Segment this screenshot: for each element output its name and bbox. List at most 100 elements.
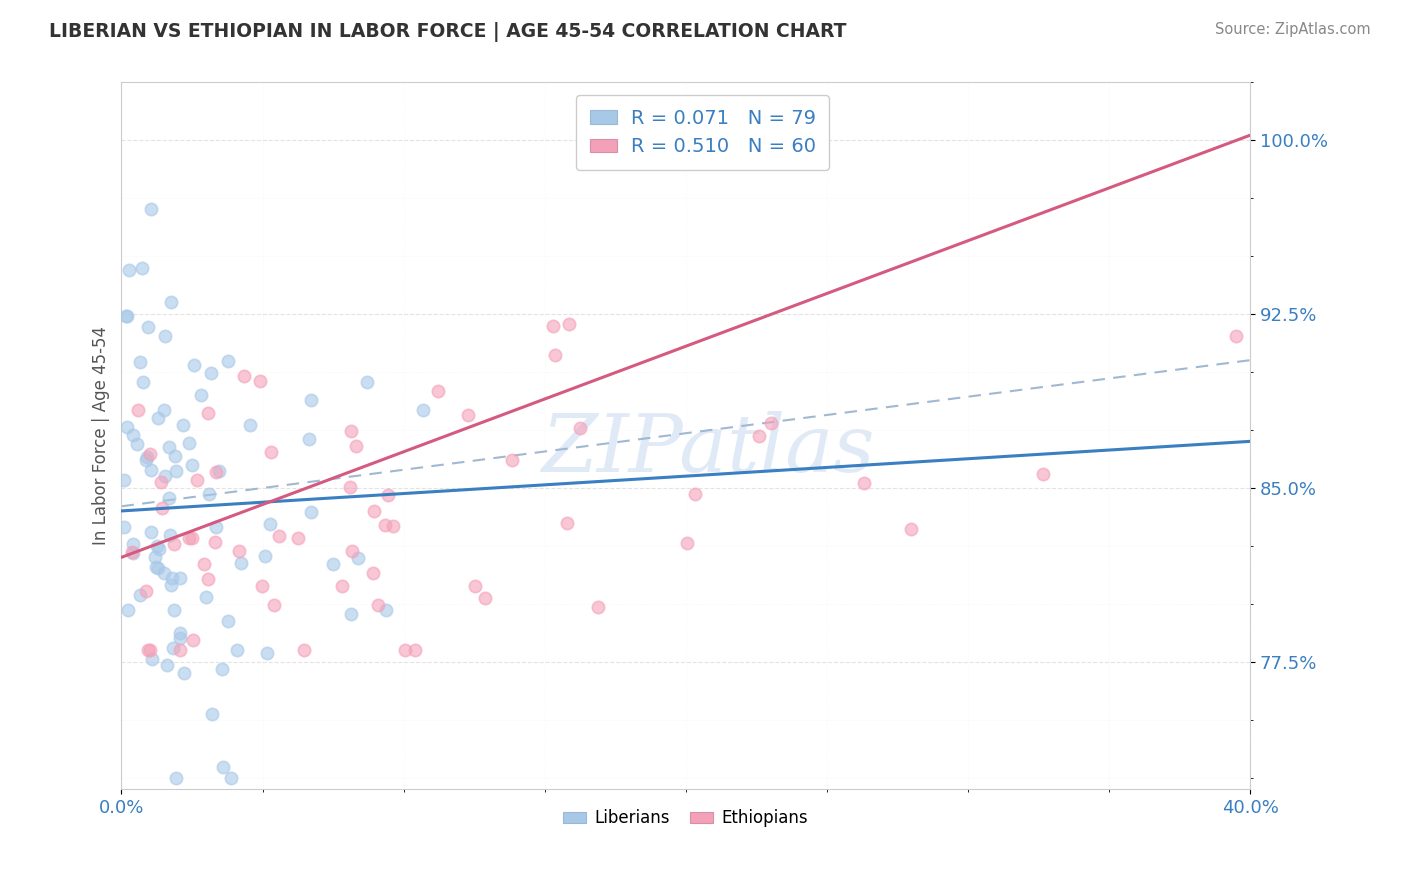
Point: [232, 368, 254, 383]
Point: [239, 418, 262, 433]
Point: [150, 475, 173, 489]
Point: [180, 532, 202, 546]
Point: [146, 539, 169, 553]
Point: [165, 464, 187, 478]
Point: [347, 551, 370, 566]
Point: [160, 571, 183, 585]
Point: [138, 643, 160, 657]
Point: [155, 329, 177, 343]
Point: [141, 651, 163, 665]
Point: [226, 643, 249, 657]
Point: [204, 534, 226, 549]
Point: [197, 486, 219, 500]
Point: [361, 566, 384, 580]
Point: [900, 522, 922, 536]
Point: [250, 578, 273, 592]
Point: [541, 318, 564, 333]
Point: [200, 366, 222, 380]
Point: [122, 546, 145, 560]
Point: [157, 440, 180, 454]
Point: [197, 572, 219, 586]
Point: [145, 560, 167, 574]
Point: [501, 452, 523, 467]
Point: [557, 516, 579, 530]
Point: [259, 516, 281, 531]
Point: [114, 310, 136, 324]
Point: [219, 771, 242, 785]
Point: [186, 473, 208, 487]
Point: [377, 488, 399, 502]
Point: [322, 557, 344, 571]
Point: [464, 579, 486, 593]
Point: [112, 473, 135, 487]
Point: [852, 475, 875, 490]
Point: [761, 416, 783, 430]
Point: [129, 588, 152, 602]
Point: [169, 632, 191, 646]
Point: [297, 432, 319, 446]
Point: [148, 542, 170, 557]
Point: [363, 504, 385, 518]
Point: [330, 579, 353, 593]
Point: [263, 598, 285, 612]
Point: [163, 537, 186, 551]
Point: [136, 643, 159, 657]
Point: [159, 528, 181, 542]
Point: [148, 410, 170, 425]
Point: [177, 532, 200, 546]
Point: [152, 403, 174, 417]
Point: [205, 466, 228, 480]
Point: [375, 603, 398, 617]
Point: [160, 578, 183, 592]
Point: [339, 607, 361, 621]
Point: [217, 614, 239, 628]
Point: [412, 403, 434, 417]
Point: [1032, 467, 1054, 482]
Point: [267, 528, 290, 542]
Point: [426, 384, 449, 398]
Point: [156, 658, 179, 673]
Point: [163, 603, 186, 617]
Point: [212, 760, 235, 774]
Y-axis label: In Labor Force | Age 45-54: In Labor Force | Age 45-54: [93, 326, 110, 545]
Point: [169, 626, 191, 640]
Point: [190, 388, 212, 402]
Point: [181, 633, 204, 648]
Point: [115, 420, 138, 434]
Point: [143, 550, 166, 565]
Point: [381, 519, 404, 533]
Point: [121, 427, 143, 442]
Point: [153, 469, 176, 483]
Point: [1225, 329, 1247, 343]
Point: [162, 640, 184, 655]
Point: [394, 643, 416, 657]
Point: [197, 405, 219, 419]
Point: [287, 531, 309, 545]
Point: [195, 590, 218, 604]
Point: [474, 591, 496, 606]
Point: [157, 491, 180, 506]
Text: ZIPatlas: ZIPatlas: [541, 411, 875, 489]
Point: [169, 571, 191, 585]
Point: [117, 603, 139, 617]
Point: [177, 436, 200, 450]
Point: [128, 355, 150, 369]
Legend: Liberians, Ethiopians: Liberians, Ethiopians: [557, 803, 815, 834]
Point: [183, 358, 205, 372]
Point: [249, 375, 271, 389]
Point: [127, 403, 149, 417]
Point: [139, 525, 162, 540]
Point: [339, 480, 361, 494]
Point: [127, 437, 149, 451]
Point: [292, 643, 315, 657]
Point: [344, 439, 367, 453]
Point: [169, 643, 191, 657]
Point: [152, 566, 174, 580]
Point: [340, 544, 363, 558]
Point: [557, 318, 579, 332]
Point: [118, 262, 141, 277]
Point: [208, 465, 231, 479]
Point: [159, 295, 181, 310]
Point: [299, 392, 322, 407]
Point: [163, 449, 186, 463]
